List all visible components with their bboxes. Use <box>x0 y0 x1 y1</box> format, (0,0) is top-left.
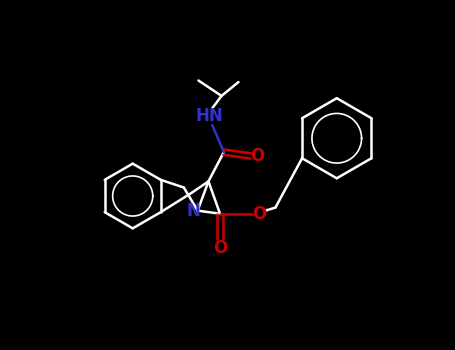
Text: HN: HN <box>195 107 223 125</box>
Text: O: O <box>252 205 266 223</box>
Text: O: O <box>251 147 265 165</box>
Text: N: N <box>186 202 200 220</box>
Text: O: O <box>213 239 227 257</box>
